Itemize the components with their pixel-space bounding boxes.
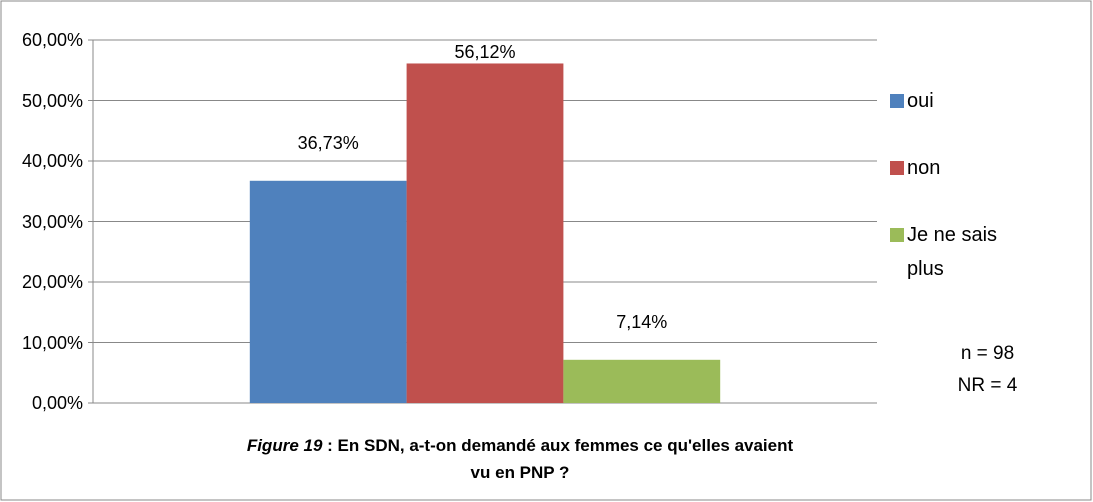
caption: Figure 19 : En SDN, a-t-on demandé aux f…	[240, 432, 800, 486]
y-tick-label: 0,00%	[31, 393, 83, 413]
y-tick-label: 20,00%	[21, 272, 83, 292]
annotation: NR = 4	[957, 375, 1018, 396]
bar	[563, 359, 721, 403]
annotation: n = 98	[960, 343, 1015, 364]
y-tick-label: 40,00%	[21, 151, 83, 171]
legend-label: non	[907, 157, 941, 179]
data-label: 56,12%	[454, 42, 516, 62]
legend-swatch	[890, 94, 904, 108]
y-tick-label: 30,00%	[21, 211, 83, 232]
bar	[249, 180, 407, 403]
legend-label: Je ne sais plus	[907, 224, 998, 280]
y-tick-label: 60,00%	[21, 30, 83, 50]
y-tick-label: 10,00%	[21, 332, 83, 353]
caption-label: Figure 19	[246, 436, 323, 455]
y-tick-label: 50,00%	[21, 90, 83, 111]
legend-swatch	[890, 161, 904, 175]
legend-swatch	[890, 228, 904, 242]
data-label: 36,73%	[297, 132, 359, 153]
data-label: 7,14%	[616, 311, 668, 332]
legend-label: oui	[907, 90, 934, 112]
caption-text: : En SDN, a-t-on demandé aux femmes ce q…	[322, 436, 794, 482]
bar	[406, 63, 564, 403]
